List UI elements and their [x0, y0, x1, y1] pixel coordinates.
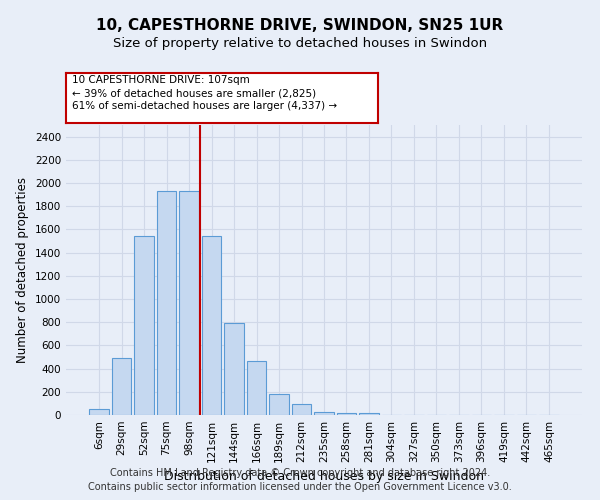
Bar	[337, 412, 356, 415]
Text: Contains HM Land Registry data © Crown copyright and database right 2024.
Contai: Contains HM Land Registry data © Crown c…	[88, 468, 512, 492]
Bar	[134, 236, 154, 415]
Text: 10 CAPESTHORNE DRIVE: 107sqm
← 39% of detached houses are smaller (2,825)
61% of: 10 CAPESTHORNE DRIVE: 107sqm ← 39% of de…	[72, 75, 337, 112]
X-axis label: Distribution of detached houses by size in Swindon: Distribution of detached houses by size …	[164, 470, 484, 484]
Bar	[112, 358, 131, 415]
Bar	[179, 191, 199, 415]
Text: 10, CAPESTHORNE DRIVE, SWINDON, SN25 1UR: 10, CAPESTHORNE DRIVE, SWINDON, SN25 1UR	[97, 18, 503, 32]
Bar	[269, 394, 289, 415]
Bar	[202, 236, 221, 415]
Bar	[89, 409, 109, 415]
Y-axis label: Number of detached properties: Number of detached properties	[16, 177, 29, 363]
Bar	[314, 412, 334, 415]
Bar	[359, 414, 379, 415]
Text: Size of property relative to detached houses in Swindon: Size of property relative to detached ho…	[113, 38, 487, 51]
Bar	[247, 361, 266, 415]
Bar	[157, 191, 176, 415]
Bar	[224, 324, 244, 415]
Bar	[292, 404, 311, 415]
